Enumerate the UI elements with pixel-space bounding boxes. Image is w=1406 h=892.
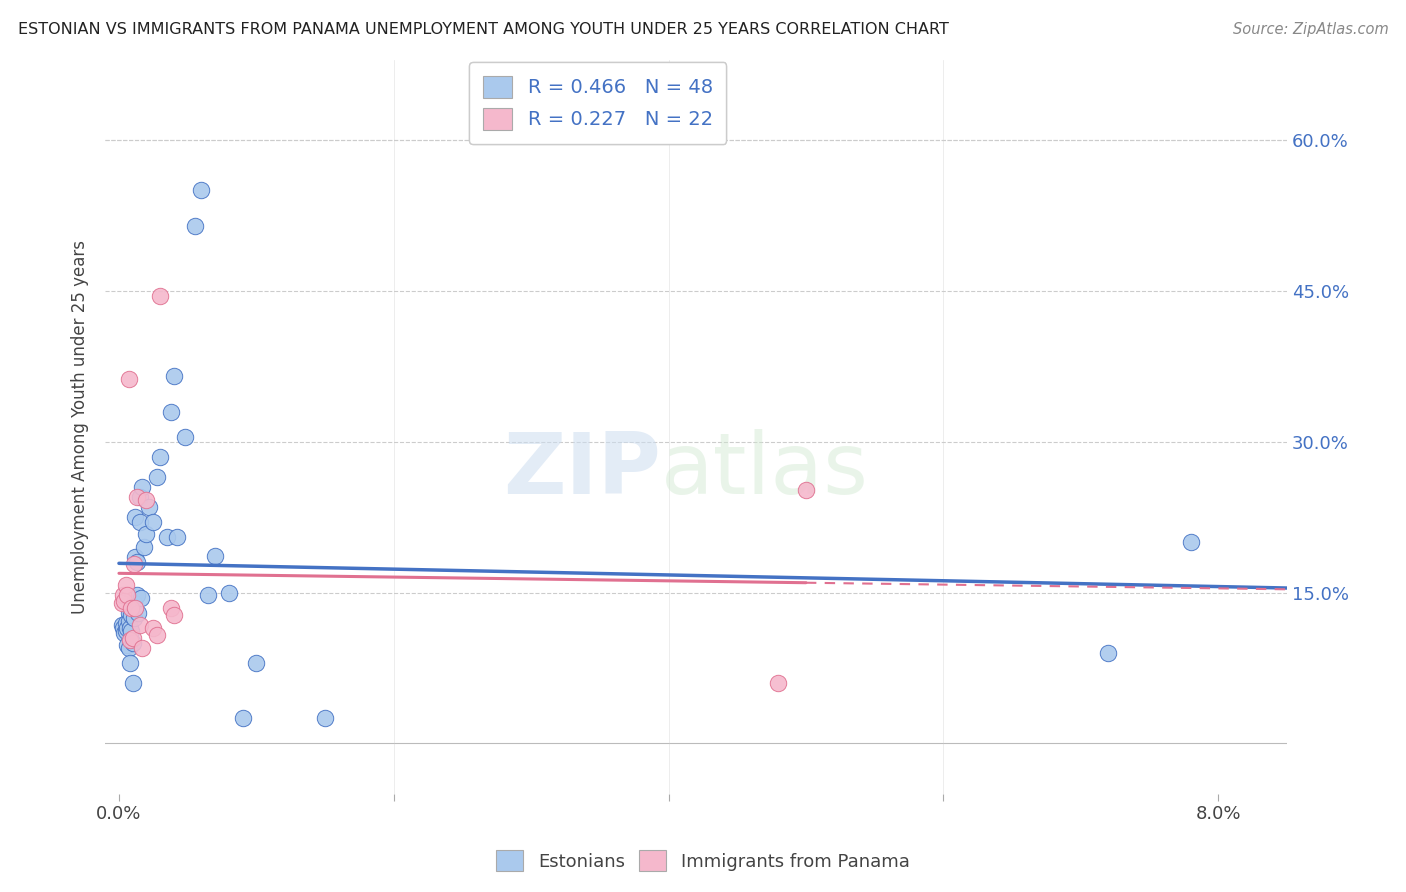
Text: ZIP: ZIP [503,429,661,512]
Point [768,676,790,690]
Point [117,614,139,628]
Point [114,615,136,630]
Text: Source: ZipAtlas.com: Source: ZipAtlas.com [1233,22,1389,37]
Text: ESTONIAN VS IMMIGRANTS FROM PANAMA UNEMPLOYMENT AMONG YOUTH UNDER 25 YEARS CORRE: ESTONIAN VS IMMIGRANTS FROM PANAMA UNEMP… [18,22,949,37]
Point [117,640,139,655]
Point [232,711,254,725]
Point [314,711,336,725]
Point [1180,535,1202,549]
Point [149,450,172,464]
Point [111,617,134,632]
Point [128,515,150,529]
Point [135,527,157,541]
Point [128,617,150,632]
Point [794,483,817,497]
Point [204,549,226,564]
Point [146,470,169,484]
Point [132,541,155,555]
Point [112,588,135,602]
Point [117,606,139,620]
Point [115,621,138,635]
Point [163,369,186,384]
Point [138,500,160,514]
Point [118,621,141,635]
Point [114,593,136,607]
Point [135,493,157,508]
Point [118,656,141,670]
Point [125,555,148,569]
Point [121,631,143,645]
Point [245,656,267,670]
Point [142,621,165,635]
Point [197,588,219,602]
Point [129,591,152,605]
Point [114,577,136,591]
Point [131,640,153,655]
Point [124,600,146,615]
Point [149,289,172,303]
Point [174,430,197,444]
Point [120,624,142,638]
Point [125,588,148,602]
Legend: Estonians, Immigrants from Panama: Estonians, Immigrants from Panama [489,843,917,879]
Point [111,596,134,610]
Point [125,490,148,504]
Point [190,183,212,197]
Point [218,585,240,599]
Text: atlas: atlas [661,429,869,512]
Point [156,530,179,544]
Point [114,625,136,640]
Point [122,558,145,572]
Point [1097,646,1119,660]
Point [118,632,141,647]
Point [124,510,146,524]
Point [128,490,150,504]
Point [121,636,143,650]
Point [166,530,188,544]
Point [115,588,138,602]
Point [146,628,169,642]
Point [115,638,138,652]
Point [163,607,186,622]
Point [142,515,165,529]
Point [131,480,153,494]
Legend: R = 0.466   N = 48, R = 0.227   N = 22: R = 0.466 N = 48, R = 0.227 N = 22 [470,62,727,144]
Point [112,621,135,635]
Point [117,372,139,386]
Point [127,606,149,620]
Point [160,600,183,615]
Point [122,610,145,624]
Point [120,600,142,615]
Point [114,624,136,638]
Point [183,219,205,233]
Point [124,550,146,565]
Point [120,607,142,622]
Point [160,404,183,418]
Point [121,676,143,690]
Y-axis label: Unemployment Among Youth under 25 years: Unemployment Among Youth under 25 years [72,240,89,614]
Point [122,596,145,610]
